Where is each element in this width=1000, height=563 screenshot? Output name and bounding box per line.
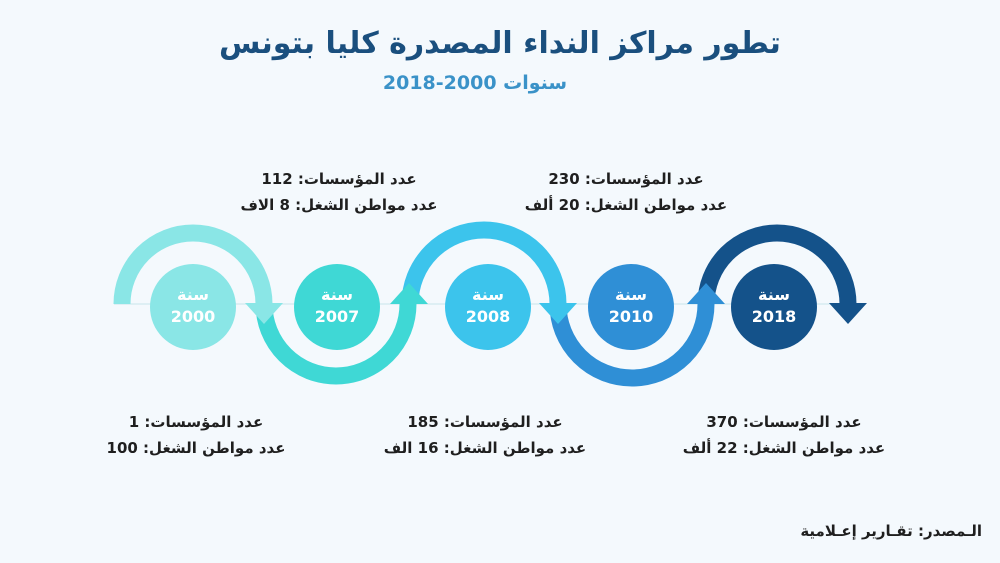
- arc-2010: [549, 303, 715, 387]
- page-subtitle: سنوات 2000-2018: [382, 72, 568, 94]
- arrow-up-icon: [390, 283, 428, 304]
- institutions-count: عدد المؤسسات: 370: [706, 413, 862, 431]
- arc-2007: [255, 303, 417, 385]
- info-block-2008: عدد المؤسسات: 185 عدد مواطن الشغل: 16 ال…: [382, 409, 588, 461]
- svg-text:2008: 2008: [466, 307, 511, 326]
- arrow-down-icon: [245, 303, 283, 324]
- institutions-count: عدد المؤسسات: 112: [261, 170, 417, 188]
- jobs-count: عدد مواطن الشغل: 16 الف: [383, 439, 587, 457]
- svg-text:سنة: سنة: [472, 285, 504, 304]
- institutions-count: عدد المؤسسات: 230: [548, 170, 704, 188]
- step-circle-2010: سنة 2010: [588, 264, 674, 350]
- jobs-count: عدد مواطن الشغل: 8 الاف: [240, 196, 438, 214]
- info-block-2000: عدد المؤسسات: 1 عدد مواطن الشغل: 100: [98, 409, 294, 461]
- step-circle-2018: سنة 2018: [731, 264, 817, 350]
- jobs-count: عدد مواطن الشغل: 22 ألف: [682, 439, 886, 457]
- arc-2000: [113, 224, 283, 324]
- arc-2008: [401, 221, 577, 324]
- jobs-count: عدد مواطن الشغل: 20 ألف: [524, 196, 728, 214]
- institutions-count: عدد المؤسسات: 185: [407, 413, 563, 431]
- page-title: تطور مراكز النداء المصدرة كليا بتونس: [219, 26, 781, 61]
- svg-text:سنة: سنة: [177, 285, 209, 304]
- svg-text:2010: 2010: [609, 307, 654, 326]
- svg-text:2000: 2000: [171, 307, 216, 326]
- info-block-2010: عدد المؤسسات: 230 عدد مواطن الشغل: 20 أل…: [518, 166, 734, 218]
- arrow-down-icon: [829, 303, 867, 324]
- svg-text:سنة: سنة: [615, 285, 647, 304]
- institutions-count: عدد المؤسسات: 1: [128, 413, 264, 431]
- svg-text:سنة: سنة: [321, 285, 353, 304]
- step-circle-2007: سنة 2007: [294, 264, 380, 350]
- info-block-2007: عدد المؤسسات: 112 عدد مواطن الشغل: 8 الا…: [236, 166, 442, 218]
- arrow-down-icon: [539, 303, 577, 324]
- svg-text:2007: 2007: [315, 307, 360, 326]
- jobs-count: عدد مواطن الشغل: 100: [106, 439, 286, 457]
- step-circle-2008: سنة 2008: [445, 264, 531, 350]
- arc-2018: [697, 224, 867, 324]
- source-note: الـمصدر: تقـارير إعـلامية: [800, 522, 982, 540]
- svg-text:سنة: سنة: [758, 285, 790, 304]
- info-block-2018: عدد المؤسسات: 370 عدد مواطن الشغل: 22 أل…: [676, 409, 892, 461]
- svg-text:2018: 2018: [752, 307, 797, 326]
- arrow-up-icon: [687, 283, 725, 304]
- step-circle-2000: سنة 2000: [150, 264, 236, 350]
